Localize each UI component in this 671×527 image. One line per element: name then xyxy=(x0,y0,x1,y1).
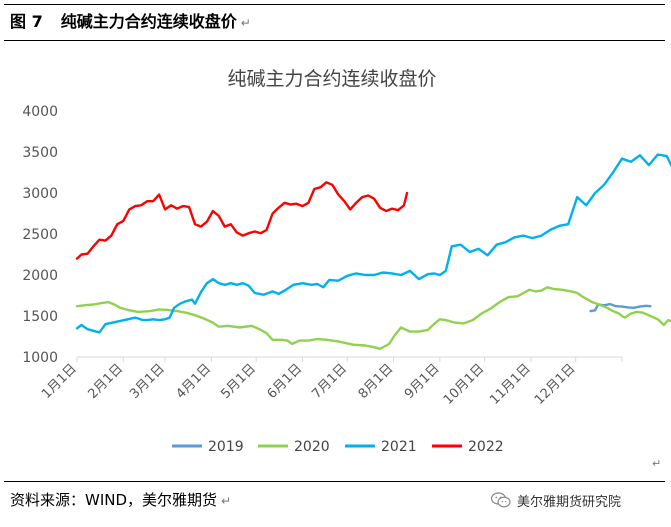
source-note: 资料来源：WIND，美尔雅期货 ↵ xyxy=(10,488,231,512)
y-tick-label: 1500 xyxy=(22,309,58,325)
watermark-text: 美尔雅期货研究院 xyxy=(517,494,622,510)
x-tick-label: 5月1日 xyxy=(218,361,259,402)
paragraph-mark: ↵ xyxy=(240,16,251,30)
x-tick-label: 10月1日 xyxy=(441,361,488,408)
x-tick-label: 2月1日 xyxy=(85,361,126,402)
x-tick-label: 1月1日 xyxy=(39,361,80,402)
series-line-2019 xyxy=(589,302,652,313)
caption-rule xyxy=(4,40,665,41)
series-line-2020 xyxy=(75,286,671,350)
x-tick-label: 4月1日 xyxy=(174,361,215,402)
figure-number: 图 7 xyxy=(10,12,43,31)
x-tick-label: 12月1日 xyxy=(532,361,579,408)
y-tick-label: 3000 xyxy=(22,186,58,202)
legend-label-2021: 2021 xyxy=(381,439,417,455)
series-layer xyxy=(75,153,671,350)
y-axis: 1000 1500 2000 2500 3000 3500 4000 xyxy=(22,104,58,366)
x-tick-label: 7月1日 xyxy=(309,361,350,402)
x-tick-label: 8月1日 xyxy=(356,361,397,402)
series-line-2022 xyxy=(75,181,409,260)
chart-legend: 2019 2020 2021 2022 xyxy=(172,439,504,455)
wechat-icon xyxy=(491,492,511,508)
footer-rule xyxy=(4,481,665,482)
legend-label-2022: 2022 xyxy=(468,439,504,455)
figure-title: 纯碱主力合约连续收盘价 xyxy=(60,12,237,31)
x-tick-label: 3月1日 xyxy=(127,361,168,402)
top-rule xyxy=(4,4,665,5)
x-tick-label: 6月1日 xyxy=(265,361,306,402)
y-tick-label: 3500 xyxy=(22,145,58,161)
y-tick-label: 2500 xyxy=(22,227,58,243)
x-tick-label: 9月1日 xyxy=(402,361,443,402)
watermark: 美尔雅期货研究院 xyxy=(491,488,621,512)
series-line-2021 xyxy=(75,153,671,334)
source-text: 资料来源：WIND，美尔雅期货 xyxy=(10,491,218,509)
figure-caption: 图 7 纯碱主力合约连续收盘价 ↵ xyxy=(10,10,251,34)
chart-title: 纯碱主力合约连续收盘价 xyxy=(227,68,436,90)
line-chart: 纯碱主力合约连续收盘价 1000 1500 2000 2500 3000 3500 4000… xyxy=(22,68,671,455)
paragraph-mark: ↵ xyxy=(221,494,232,508)
y-tick-label: 1000 xyxy=(22,350,58,366)
x-tick-label: 11月1日 xyxy=(487,361,534,408)
legend-label-2020: 2020 xyxy=(294,439,330,455)
y-tick-label: 2000 xyxy=(22,268,58,284)
legend-label-2019: 2019 xyxy=(208,439,244,455)
x-axis: 1月1日 2月1日 3月1日 4月1日 5月1日 6月1日 7月1日 8月1日 9月1日10月1… xyxy=(39,357,623,408)
y-tick-label: 4000 xyxy=(22,104,58,120)
paragraph-mark: ↵ xyxy=(652,457,662,470)
